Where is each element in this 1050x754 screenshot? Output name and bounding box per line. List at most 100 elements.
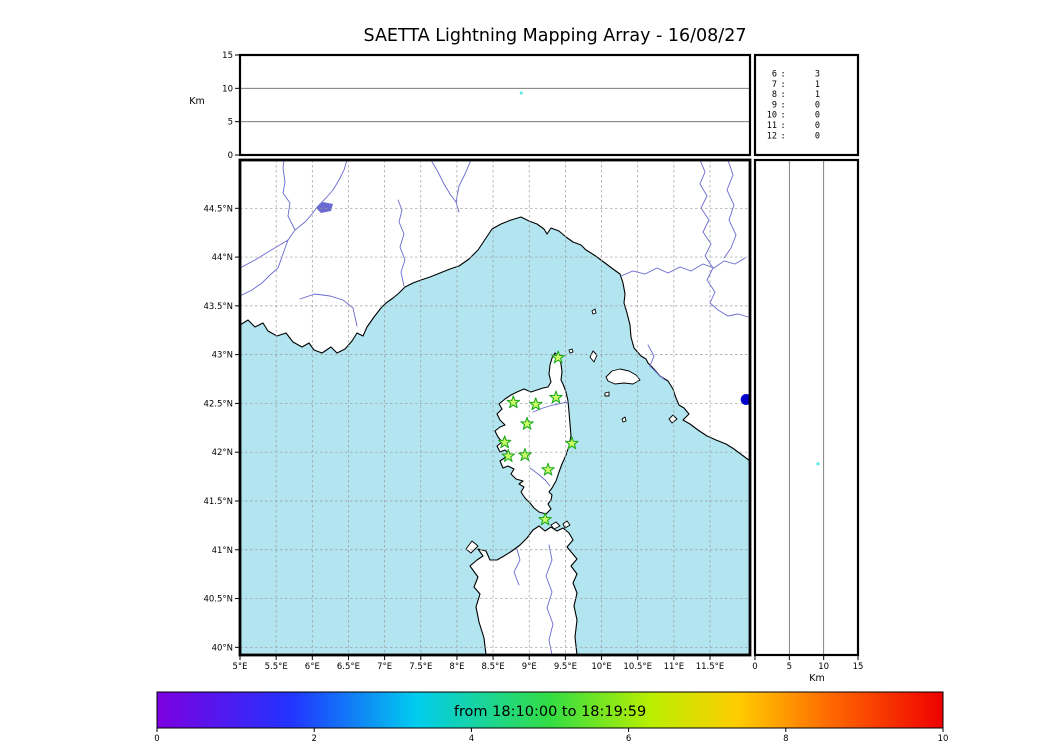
right-panel-axis-label: Km xyxy=(809,673,824,684)
island-asinara xyxy=(465,540,479,554)
stats-alt-value: 6 xyxy=(772,70,777,80)
map-panel: 5°E 5.5°E 6°E 6.5°E 7°E 7.5°E 8°E 8.5°E 9°E 9.5°E… xyxy=(203,158,752,672)
lightning-sources xyxy=(740,394,750,406)
river xyxy=(545,544,554,655)
station-star-marker xyxy=(551,350,565,364)
stats-separator: : xyxy=(781,100,786,110)
altitude-panel-frame xyxy=(238,53,752,157)
lon-tick-label: 8°E xyxy=(449,662,464,672)
map-gridlines xyxy=(240,160,750,655)
lightning-source-dot xyxy=(740,394,750,406)
right-tick-label: 0 xyxy=(752,662,757,672)
stats-separator: : xyxy=(781,131,786,141)
stats-count-value: 0 xyxy=(815,111,820,121)
coastline-mainland xyxy=(240,160,750,462)
island-giraglia xyxy=(568,348,574,354)
stats-alt-value: 9 xyxy=(772,100,777,110)
colorbar-label: from 18:10:00 to 18:19:59 xyxy=(454,704,646,720)
lon-tick-label: 8.5°E xyxy=(482,662,505,672)
river xyxy=(620,257,746,277)
stats-count-value: 0 xyxy=(815,131,820,141)
lat-tick-label: 44.5°N xyxy=(203,204,233,214)
lon-tick-label: 7°E xyxy=(377,662,392,672)
stats-count-value: 1 xyxy=(815,80,820,90)
map-frame xyxy=(238,158,752,657)
lat-tick-label: 43.5°N xyxy=(203,302,233,312)
lat-tick-label: 40.5°N xyxy=(203,595,233,605)
river xyxy=(430,160,460,213)
lat-tick-label: 43°N xyxy=(212,351,233,361)
island-pianosa xyxy=(604,391,610,397)
stats-separator: : xyxy=(781,70,786,80)
stats-alt-value: 12 xyxy=(767,131,777,141)
altitude-panel: 0 5 10 15 Km xyxy=(189,51,752,161)
lat-tick-label: 44°N xyxy=(212,253,233,263)
right-panel-gridlines xyxy=(788,161,825,654)
lon-tick-label: 11.5°E xyxy=(696,662,725,672)
station-star-marker xyxy=(565,436,579,450)
lat-tick-label: 42°N xyxy=(212,448,233,458)
colorbar: from 18:10:00 to 18:19:59 0 2 4 6 8 10 xyxy=(154,691,948,744)
page-title: SAETTA Lightning Mapping Array - 16/08/2… xyxy=(364,26,747,46)
lightning-source-dot xyxy=(519,91,523,95)
rivers xyxy=(240,160,749,655)
colorbar-tick-label: 0 xyxy=(154,734,159,744)
lon-tick-label: 9°E xyxy=(522,662,537,672)
altitude-panel-gridlines xyxy=(241,87,749,123)
altitude-axis-label: Km xyxy=(189,96,204,107)
island-gorgona xyxy=(591,308,597,315)
altitude-tick-label: 0 xyxy=(228,151,233,161)
lon-tick-label: 6.5°E xyxy=(337,662,360,672)
island-montecristo xyxy=(621,416,627,423)
stats-count-value: 1 xyxy=(815,90,820,100)
stats-alt-value: 11 xyxy=(767,121,777,131)
right-tick-label: 5 xyxy=(787,662,792,672)
island-giglio xyxy=(668,414,678,424)
stats-panel: 6: 3 7: 1 8: 1 9: 0 10: 0 11: 0 12: 0 xyxy=(753,53,860,157)
station-star-marker xyxy=(529,397,543,411)
lat-tick-label: 40°N xyxy=(212,643,233,653)
right-panel-ticks: 0 5 10 15 xyxy=(752,655,863,672)
river xyxy=(455,160,472,203)
island-capraia xyxy=(589,350,598,363)
stats-count-value: 0 xyxy=(815,100,820,110)
station-star-marker xyxy=(538,512,552,526)
river xyxy=(299,293,358,327)
stats-panel-frame xyxy=(753,53,860,157)
stats-rows: 6: 3 7: 1 8: 1 9: 0 10: 0 11: 0 12: 0 xyxy=(767,70,820,142)
lon-tick-label: 6°E xyxy=(305,662,320,672)
lake xyxy=(316,202,333,213)
stats-separator: : xyxy=(781,90,786,100)
river xyxy=(529,467,551,487)
colorbar-tick-label: 6 xyxy=(626,734,631,744)
station-star-marker xyxy=(501,449,516,462)
island-elba xyxy=(605,368,641,385)
island-maddalena xyxy=(550,521,561,530)
station-star-marker xyxy=(541,462,555,476)
river xyxy=(699,160,749,318)
station-star-marker xyxy=(497,435,512,449)
station-star-marker xyxy=(520,416,534,430)
stats-alt-value: 7 xyxy=(772,80,777,90)
altitude-tick-label: 15 xyxy=(222,51,233,61)
lma-stations xyxy=(497,350,579,526)
river xyxy=(397,199,406,287)
stats-count-value: 3 xyxy=(815,70,820,80)
lon-tick-label: 11°E xyxy=(664,662,684,672)
altitude-panel-data xyxy=(519,91,523,95)
stats-count-value: 0 xyxy=(815,121,820,131)
lon-tick-label: 10°E xyxy=(591,662,611,672)
colorbar-tick-label: 2 xyxy=(311,734,316,744)
colorbar-tick-label: 8 xyxy=(783,734,788,744)
lat-tick-label: 41°N xyxy=(212,546,233,556)
altitude-lat-panel: 0 5 10 15 Km xyxy=(752,158,863,684)
river xyxy=(240,239,289,297)
stats-alt-value: 10 xyxy=(767,111,777,121)
colorbar-gradient xyxy=(156,691,944,729)
right-tick-label: 10 xyxy=(818,662,829,672)
altitude-tick-label: 5 xyxy=(228,118,233,128)
map-ticks: 5°E 5.5°E 6°E 6.5°E 7°E 7.5°E 8°E 8.5°E 9°E 9.5°E… xyxy=(203,204,724,672)
lat-tick-label: 41.5°N xyxy=(203,497,233,507)
